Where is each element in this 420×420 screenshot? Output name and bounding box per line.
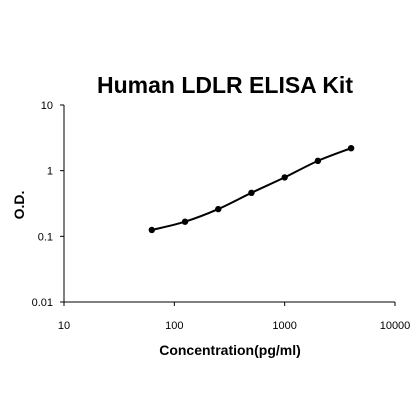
data-point xyxy=(148,226,156,234)
plot-frame xyxy=(63,105,395,303)
x-tick-label: 10000 xyxy=(380,320,411,332)
data-point xyxy=(248,189,255,197)
data-point xyxy=(215,205,222,213)
y-tick-label: 10 xyxy=(41,100,53,112)
x-tick-label: 1000 xyxy=(272,320,296,332)
data-point xyxy=(181,218,189,225)
y-axis-ticks: 0.01 0.1 1 10 xyxy=(32,100,64,309)
fit-curve xyxy=(151,147,352,231)
chart-title: Human LDLR ELISA Kit xyxy=(97,72,353,98)
y-axis-label: O.D. xyxy=(11,191,27,220)
data-point xyxy=(347,144,355,152)
x-tick-label: 100 xyxy=(165,320,183,332)
data-point xyxy=(314,157,322,165)
x-tick-label: 10 xyxy=(58,320,70,332)
x-axis-ticks: 10 100 1000 10000 xyxy=(58,302,410,332)
y-tick-label: 1 xyxy=(47,166,53,178)
y-tick-label: 0.01 xyxy=(32,297,53,309)
x-axis-label: Concentration(pg/ml) xyxy=(159,342,301,358)
data-point xyxy=(281,174,288,181)
y-tick-label: 0.1 xyxy=(38,231,53,243)
data-points xyxy=(148,144,355,234)
